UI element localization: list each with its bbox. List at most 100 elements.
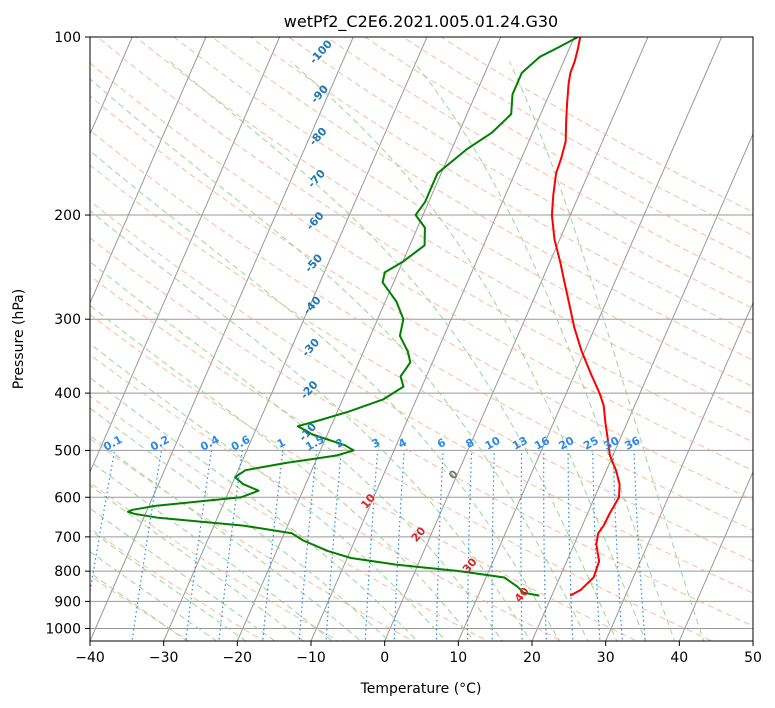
dry-adiabat-line: [90, 482, 340, 641]
plot-area: 0.1 0.2 0.4 0.6 1 1.5 2 3 4 6 8 10 13 16 20 25 30 36-100-…: [90, 37, 753, 641]
moist-adiabat-line: [90, 304, 475, 641]
dewpoint-line: [126, 37, 579, 597]
mixing-ratio-label: 10: [483, 434, 503, 453]
moist-adiabat-line: [90, 78, 589, 641]
moist-adiabat-line: [90, 343, 447, 641]
moist-adiabat-line: [90, 210, 532, 641]
x-tick-label: 40: [670, 650, 688, 666]
mixing-ratio-label: 4: [396, 436, 409, 451]
dry-adiabat-line: [287, 37, 753, 310]
isotherm-line: [90, 37, 207, 305]
x-tick-label: 0: [380, 650, 389, 666]
moist-adiabat-line: [90, 150, 560, 641]
dry-adiabat-line: [90, 395, 489, 641]
moist-adiabat-line: [90, 261, 503, 641]
mixing-ratio-lines: [90, 450, 646, 641]
x-tick-label: 20: [523, 650, 541, 666]
isotherm-line: [605, 301, 753, 641]
y-tick-label: 600: [54, 490, 81, 506]
mixing-ratio-label: 20: [557, 434, 577, 453]
moist-adiabat-line: [290, 61, 647, 641]
y-tick-label: 200: [54, 208, 81, 224]
dry-adiabat-label: -80: [307, 125, 330, 149]
x-tick-label: −30: [149, 650, 179, 666]
moist-adiabat-line: [90, 529, 247, 641]
mixing-ratio-line: [491, 450, 495, 641]
y-tick-label: 900: [54, 594, 81, 610]
moist-adiabat-line: [90, 507, 276, 641]
dry-adiabat-line: [173, 37, 753, 388]
y-axis-title: Pressure (hPa): [11, 289, 27, 389]
moist-adiabat-line: [90, 376, 419, 641]
dry-adiabat-label: -70: [305, 167, 328, 191]
mixing-ratio-line: [520, 450, 523, 641]
isotherm-line: [236, 37, 502, 641]
dry-adiabat-line: [90, 314, 639, 641]
dry-adiabats: [90, 37, 753, 641]
isotherm-line: [678, 470, 753, 641]
mixing-ratio-label: 13: [510, 434, 530, 453]
dry-adiabat-line: [211, 37, 753, 361]
y-tick-label: 1000: [45, 622, 81, 638]
isotherm-line: [384, 37, 649, 641]
dry-adiabat-label: -20: [298, 378, 321, 402]
y-tick-label: 700: [54, 530, 81, 546]
dry-adiabat-line: [402, 37, 753, 236]
dry-adiabat-line: [135, 37, 753, 415]
dry-adiabat-label: -60: [304, 209, 327, 233]
isotherm-line: [531, 132, 753, 641]
mixing-ratio-label: 36: [623, 434, 643, 453]
y-tick-label: 500: [54, 443, 81, 459]
dry-adiabat-line: [249, 37, 753, 335]
dry-adiabat-line: [90, 275, 713, 641]
mixing-ratio-label: 25: [581, 434, 601, 453]
dry-adiabat-line: [90, 95, 753, 501]
mixing-ratio-label: 3: [370, 436, 383, 451]
isotherm-line: [752, 639, 753, 641]
isotherm-line: [457, 37, 723, 641]
moist-adiabat-line: [413, 61, 676, 641]
x-tick-label: 10: [449, 650, 467, 666]
x-tick-label: 50: [744, 650, 762, 666]
temperature-line: [550, 37, 621, 597]
dry-adiabat-line: [90, 62, 753, 472]
plot-frame: [89, 36, 754, 642]
moist-adiabats: [90, 61, 705, 641]
dry-adiabat-line: [90, 575, 190, 641]
dry-adiabat-label: -40: [301, 293, 324, 317]
y-tick-label: 400: [54, 386, 81, 402]
x-tick-label: −20: [223, 650, 253, 666]
dry-adiabat-line: [90, 164, 753, 562]
mixing-ratio-label: 1: [275, 436, 288, 451]
grid-lines: [90, 37, 753, 641]
x-axis-title: Temperature (°C): [360, 681, 482, 697]
y-tick-label: 300: [54, 312, 81, 328]
sounding-series: [126, 37, 621, 597]
moist-adiabat-line: [90, 571, 189, 641]
x-tick-label: 30: [597, 650, 615, 666]
y-tick-label: 800: [54, 564, 81, 580]
mixing-ratio-line: [543, 450, 547, 641]
mixing-ratio-line: [131, 450, 163, 641]
chart-title: wetPf2_C2E6.2021.005.01.24.G30: [284, 12, 558, 32]
moist-adiabat-line: [509, 61, 705, 641]
mixing-ratio-line: [90, 450, 116, 596]
y-tick-label: 100: [54, 30, 81, 46]
moist-adiabat-line: [90, 550, 218, 641]
mixing-ratio-label: 16: [532, 434, 552, 453]
dry-adiabat-label: -90: [308, 82, 331, 106]
dry-adiabat-line: [363, 37, 753, 260]
mixing-ratio-line: [435, 450, 444, 641]
dry-adiabat-line: [96, 37, 753, 443]
isotherm-line: [163, 37, 428, 641]
dry-adiabat-line: [325, 37, 753, 285]
dry-adiabat-label: -100: [307, 37, 335, 66]
dry-adiabat-line: [90, 200, 753, 594]
x-tick-label: −10: [296, 650, 326, 666]
x-tick-label: −40: [75, 650, 105, 666]
moist-adiabat-line: [90, 460, 333, 641]
dry-adiabat-line: [440, 37, 753, 213]
dry-adiabat-line: [90, 237, 753, 627]
mixing-ratio-line: [364, 450, 379, 641]
